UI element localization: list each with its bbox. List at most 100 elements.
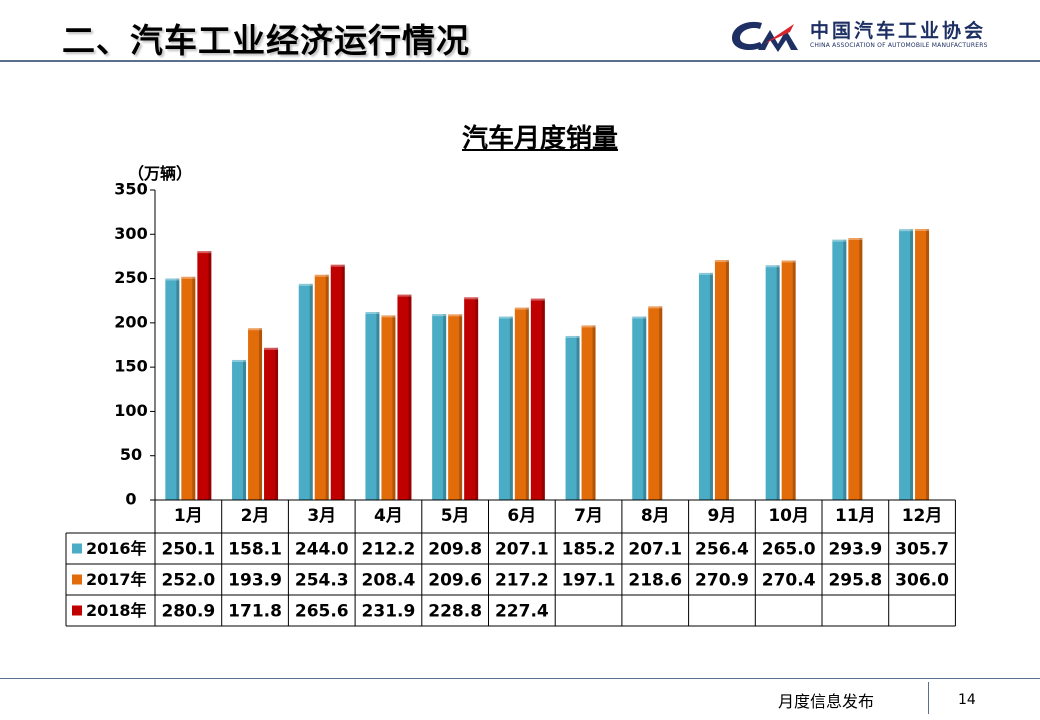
- bar-face: [498, 316, 513, 500]
- data-table-value: 250.1: [161, 540, 215, 560]
- bar-highlight: [832, 239, 847, 242]
- bar-highlight: [632, 316, 647, 319]
- bar-shade: [576, 335, 580, 500]
- bar: [165, 278, 180, 500]
- bar-face: [464, 297, 479, 500]
- y-axis-tick-label: 0: [125, 490, 136, 509]
- bar-shade: [192, 276, 196, 500]
- bar-shade: [709, 272, 713, 500]
- footer-divider: [0, 678, 1040, 679]
- bar: [915, 228, 930, 500]
- bar-shade: [176, 278, 180, 500]
- bar-highlight: [565, 335, 580, 338]
- y-axis-tick-label: 100: [114, 401, 147, 420]
- bar-highlight: [915, 228, 930, 231]
- bar: [832, 239, 847, 500]
- data-table-value: 265.0: [762, 540, 816, 560]
- y-axis-tick-label: 350: [114, 180, 147, 199]
- bar-shade: [325, 274, 329, 500]
- bar-shade: [243, 359, 247, 500]
- bar-face: [165, 278, 180, 500]
- bar-face: [314, 274, 329, 500]
- bar: [698, 272, 713, 500]
- bar-highlight: [714, 260, 729, 263]
- bar: [314, 274, 329, 500]
- bar-highlight: [781, 260, 796, 263]
- bar-face: [899, 229, 914, 501]
- legend-swatch: [72, 543, 82, 554]
- caam-logo-mark-icon: [732, 21, 798, 52]
- legend-series-label: 2018年: [86, 601, 147, 620]
- bar-face: [397, 294, 412, 500]
- bar-highlight: [165, 278, 180, 281]
- logo-chinese-name: 中国汽车工业协会: [810, 20, 987, 42]
- bar: [264, 347, 279, 500]
- data-table-value: 231.9: [362, 602, 416, 622]
- y-axis-tick-label: 50: [120, 445, 142, 464]
- bar-highlight: [765, 265, 780, 268]
- data-table-value: 305.7: [895, 540, 949, 560]
- data-table-value: 207.1: [495, 540, 549, 560]
- x-axis-category-label: 12月: [902, 506, 943, 526]
- bar-shade: [408, 294, 412, 500]
- bar: [365, 312, 380, 500]
- bar-shade: [725, 260, 729, 500]
- page-number: 14: [958, 692, 976, 708]
- bar: [565, 335, 580, 500]
- bar-shade: [259, 328, 263, 500]
- bar-shade: [475, 297, 479, 500]
- data-table-value: 218.6: [628, 571, 682, 591]
- x-axis-category-label: 4月: [374, 506, 403, 526]
- bar-shade: [275, 347, 279, 500]
- bar-face: [832, 239, 847, 500]
- bar-highlight: [514, 307, 529, 310]
- bar-highlight: [232, 359, 247, 362]
- data-table-value: 293.9: [828, 540, 882, 560]
- bar-shade: [208, 251, 212, 500]
- y-axis-tick-label: 150: [114, 357, 147, 376]
- x-axis-category-label: 9月: [708, 506, 737, 526]
- bar-highlight: [197, 251, 212, 254]
- bar-shade: [859, 238, 863, 500]
- x-axis-category-label: 6月: [507, 506, 536, 526]
- x-axis-category-label: 11月: [835, 506, 876, 526]
- bar-highlight: [581, 325, 596, 328]
- footer-label: 月度信息发布: [778, 692, 875, 711]
- data-table-value: 171.8: [228, 602, 282, 622]
- bar-shade: [926, 228, 930, 500]
- bar-highlight: [181, 276, 196, 279]
- bar: [530, 298, 545, 500]
- footer-separator: [928, 682, 929, 714]
- data-table-value: 197.1: [562, 571, 616, 591]
- bar: [330, 264, 345, 500]
- bar-shade: [843, 239, 847, 500]
- data-table-value: 228.8: [428, 602, 482, 622]
- x-axis-category-label: 5月: [441, 506, 470, 526]
- y-axis-tick-label: 200: [114, 312, 147, 331]
- bar-highlight: [432, 314, 447, 317]
- bar-face: [298, 283, 313, 500]
- bar-highlight: [314, 274, 329, 277]
- bar-face: [330, 264, 345, 500]
- bar: [648, 306, 663, 500]
- bar-face: [648, 306, 663, 500]
- bar-highlight: [264, 347, 279, 350]
- bar: [464, 297, 479, 500]
- data-table-value: 193.9: [228, 571, 282, 591]
- bar-shade: [509, 316, 513, 500]
- legend-series-label: 2016年: [86, 539, 147, 558]
- bar: [248, 328, 263, 500]
- y-axis-unit-label: （万辆）: [128, 164, 193, 183]
- bar-face: [781, 260, 796, 500]
- x-axis-category-label: 7月: [574, 506, 603, 526]
- data-table-value: 256.4: [695, 540, 749, 560]
- bar-shade: [525, 307, 529, 500]
- bar-face: [264, 347, 279, 500]
- data-table-value: 209.6: [428, 571, 482, 591]
- bar-face: [530, 298, 545, 500]
- bar: [514, 307, 529, 500]
- bar-shade: [392, 315, 396, 500]
- data-table-value: 254.3: [295, 571, 349, 591]
- bar-face: [365, 312, 380, 500]
